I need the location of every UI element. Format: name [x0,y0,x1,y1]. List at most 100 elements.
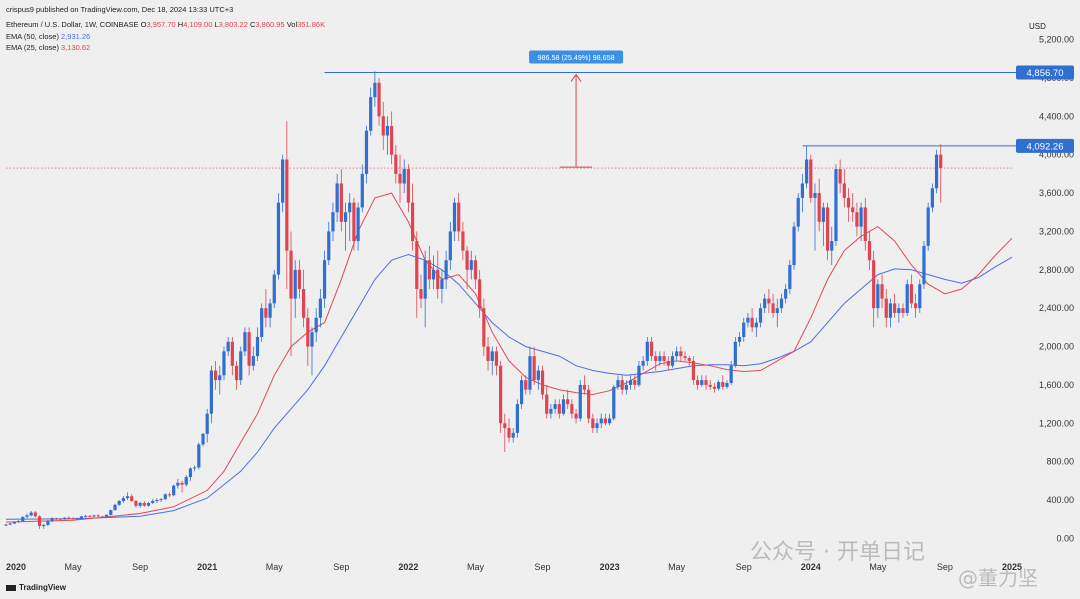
ema50-line [5,253,1013,520]
candle-body [348,202,352,213]
y-tick-label: 3,600.00 [1039,188,1074,198]
candle-body [750,317,754,328]
candle-body [239,351,243,381]
candle-body [25,515,29,517]
candles-layer [4,71,943,529]
candle-body [289,250,293,299]
y-tick-label: 1,200.00 [1039,418,1074,428]
candle-body [234,365,239,381]
candle-body [679,351,683,357]
candle-body [540,370,545,395]
y-tick-label: 5,200.00 [1039,35,1074,45]
candle-body [905,284,909,313]
candle-body [478,279,482,309]
candle-body [876,284,880,309]
tradingview-logo[interactable]: TradingView [6,583,66,592]
candle-body [410,202,415,242]
time-axis[interactable]: 2020 May Sep 2021 May Sep 2022 May Sep 2023 May Sep… [6,562,1022,572]
candle-body [800,183,805,198]
candle-body [897,308,901,313]
candle-body [771,303,775,313]
candle-body [524,380,528,390]
candle-body [419,289,423,299]
watermark-text-2: @董力坚 [958,566,1038,590]
candle-body [779,298,784,309]
candle-body [29,512,33,516]
measure-label: 986.58 (25.49%) 98,658 [537,53,614,62]
tradingview-icon [6,584,16,591]
candle-body [63,517,67,520]
ema25-legend[interactable]: EMA (25, close) 3,130.62 [6,43,90,52]
candle-body [209,370,213,414]
candle-body [310,332,314,347]
published-line: crispus9 published on TradingView.com, D… [6,5,234,14]
candle-body [574,413,578,419]
candle-body [42,524,46,526]
measure-arrow-head [570,73,582,82]
candle-body [243,332,247,352]
candle-body [918,284,922,309]
candle-body [486,346,490,361]
candle-body [461,231,465,251]
candle-body [142,502,146,506]
candle-body [138,502,142,506]
candle-body [8,523,12,525]
candle-body [109,510,113,515]
candle-body [390,125,394,155]
candle-body [327,231,331,261]
candle-body [821,207,825,222]
candle-body [939,154,943,169]
candle-body [654,356,658,361]
candle-body [851,207,855,213]
candle-body [264,308,268,318]
y-tick-label: 2,400.00 [1039,303,1074,313]
candle-body [737,336,742,342]
candle-body [251,356,255,366]
candle-body [532,356,536,381]
candle-body [675,351,679,357]
candle-body [742,322,746,337]
candle-body [830,241,834,251]
candle-body [746,317,750,323]
candle-body [855,212,859,227]
candle-body [926,207,930,246]
candle-body [696,380,700,385]
candle-body [670,356,675,366]
ema50-line-layer [5,253,1013,520]
volume-value: 351.86K [297,20,326,29]
candle-body [587,389,591,419]
candle-body [792,226,796,266]
candle-body [385,125,390,136]
x-tick-label: May [467,562,485,572]
candle-body [893,303,897,313]
x-tick-label: 2024 [801,562,821,572]
candle-body [172,485,176,496]
candle-body [608,418,612,424]
candle-body [721,382,725,387]
candle-body [452,202,457,232]
x-tick-label: May [668,562,686,572]
candle-body [151,500,155,503]
y-tick-label: 4,400.00 [1039,111,1074,121]
candle-body [482,308,486,347]
candle-body [469,260,473,270]
ohlc-open-label: O [140,20,147,29]
candle-body [293,269,297,299]
ema50-legend[interactable]: EMA (50, close) 2,931.26 [6,32,90,41]
candle-body [285,159,289,251]
candle-body [184,477,188,485]
candle-body [930,188,934,208]
candle-body [268,303,272,318]
candle-body [260,308,264,337]
price-axis[interactable]: 5,200.004,800.004,400.004,000.003,600.00… [1016,35,1074,544]
candle-body [863,207,867,242]
candle-body [729,365,733,384]
candle-body [163,494,167,500]
candle-body [37,516,42,526]
candle-body [302,289,306,318]
candle-body [708,384,712,387]
symbol-title: Ethereum / U.S. Dollar, 1W, COINBASE [6,20,139,29]
candle-body [343,212,348,222]
candle-body [490,351,494,361]
